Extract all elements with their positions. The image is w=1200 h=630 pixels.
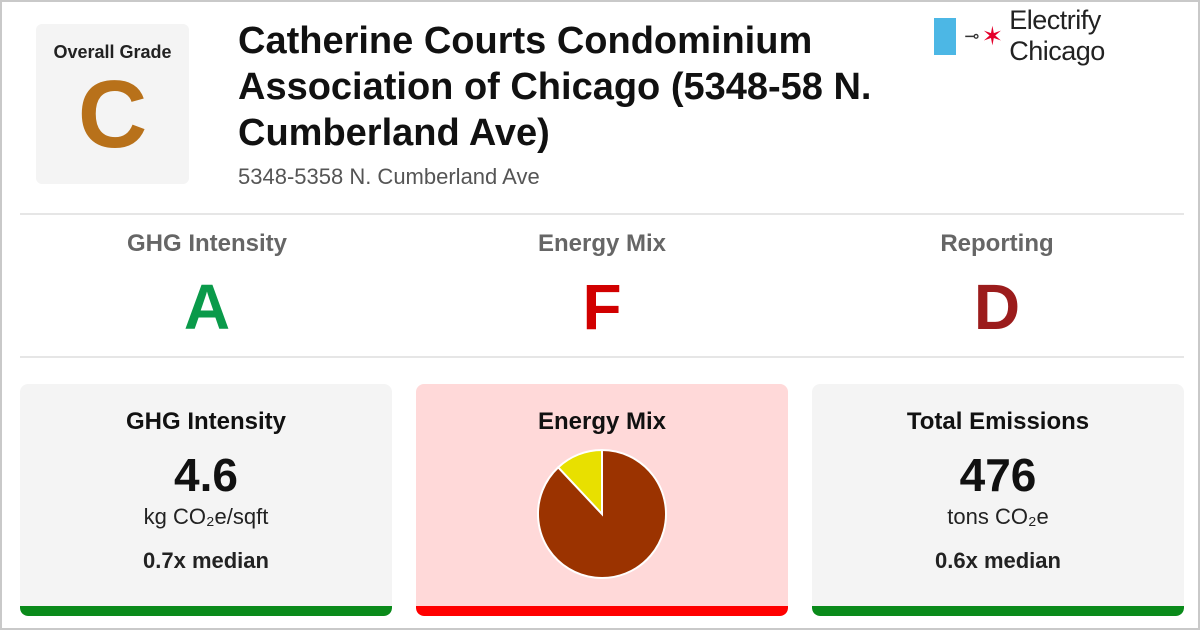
total-emissions-card: Total Emissions 476 tons CO₂e 0.6x media… — [812, 384, 1184, 616]
sub-grade-ghg: GHG Intensity A — [17, 230, 397, 342]
card-title: Total Emissions — [906, 408, 1090, 435]
ghg-intensity-value: 4.6 — [174, 449, 238, 501]
overall-grade-letter: C — [77, 61, 148, 168]
divider — [20, 213, 1184, 215]
sub-grade-label: Energy Mix — [537, 230, 667, 257]
total-emissions-unit: tons CO₂e — [947, 504, 1049, 529]
building-title: Catherine Courts Condominium Association… — [238, 20, 872, 154]
brand-logo[interactable]: ⊸ ✶ Electrify Chicago — [934, 5, 1198, 66]
card-title: Energy Mix — [537, 408, 667, 435]
total-emissions-value: 476 — [959, 449, 1037, 501]
flag-stripe-icon — [934, 17, 957, 55]
energy-mix-card: Energy Mix — [416, 384, 788, 616]
sub-grade-label: GHG Intensity — [126, 230, 288, 257]
divider — [20, 356, 1184, 358]
brand-name: Electrify Chicago — [1009, 5, 1105, 66]
plug-icon: ⊸ — [964, 25, 980, 46]
sub-grade-letter: F — [582, 271, 622, 343]
sub-grade-label: Reporting — [940, 230, 1054, 257]
status-bar — [20, 606, 392, 616]
status-bar — [416, 606, 788, 616]
pie-slice — [556, 448, 603, 517]
sub-grade-letter: A — [183, 271, 231, 343]
ghg-intensity-card: GHG Intensity 4.6 kg CO₂e/sqft 0.7x medi… — [20, 384, 392, 616]
total-median-ratio: 0.6x median — [935, 548, 1061, 573]
ghg-median-ratio: 0.7x median — [143, 548, 269, 573]
status-bar — [812, 606, 1184, 616]
star-icon: ✶ — [981, 21, 1004, 51]
overall-grade-label: Overall Grade — [53, 42, 172, 62]
energy-mix-pie-chart — [537, 448, 667, 579]
sub-grade-energy-mix: Energy Mix F — [412, 230, 792, 342]
card-title: GHG Intensity — [125, 408, 287, 435]
sub-grade-letter: D — [973, 271, 1021, 343]
ghg-intensity-unit: kg CO₂e/sqft — [143, 504, 269, 529]
overall-grade-box: Overall Grade C — [36, 24, 189, 184]
sub-grade-reporting: Reporting D — [807, 230, 1187, 342]
building-address: 5348-5358 N. Cumberland Ave — [238, 164, 540, 189]
